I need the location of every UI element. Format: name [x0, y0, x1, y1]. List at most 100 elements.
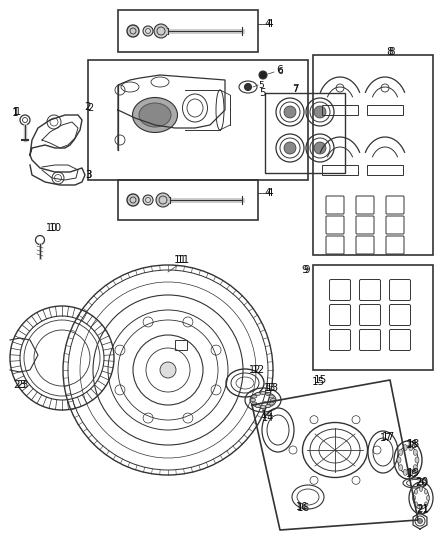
Text: 12: 12 — [249, 365, 261, 375]
Ellipse shape — [415, 457, 419, 463]
Circle shape — [284, 142, 296, 154]
Circle shape — [244, 84, 251, 91]
Text: 17: 17 — [380, 433, 392, 443]
Text: 7: 7 — [292, 85, 298, 94]
Text: 15: 15 — [313, 375, 327, 385]
Bar — [367, 105, 403, 115]
Text: 1: 1 — [13, 107, 19, 117]
Text: 3: 3 — [85, 170, 91, 180]
Ellipse shape — [409, 470, 413, 475]
Text: 4: 4 — [265, 19, 271, 29]
Circle shape — [127, 194, 139, 206]
Ellipse shape — [255, 392, 261, 395]
Bar — [313, 265, 433, 370]
Circle shape — [143, 195, 153, 205]
Circle shape — [259, 71, 267, 79]
Circle shape — [314, 106, 326, 118]
Text: 11: 11 — [173, 255, 187, 265]
Ellipse shape — [139, 103, 171, 127]
Ellipse shape — [261, 392, 265, 394]
Text: 14: 14 — [262, 413, 274, 423]
Text: 7: 7 — [292, 84, 298, 94]
Text: 21: 21 — [417, 504, 430, 514]
Text: 20: 20 — [415, 478, 427, 488]
Bar — [322, 105, 358, 115]
Text: 1: 1 — [15, 107, 21, 117]
Text: 10: 10 — [46, 223, 58, 233]
Text: 19: 19 — [406, 468, 420, 478]
Circle shape — [417, 519, 423, 523]
Text: 2: 2 — [87, 103, 93, 113]
Text: 17: 17 — [381, 432, 395, 442]
Text: 18: 18 — [406, 439, 420, 449]
Ellipse shape — [413, 465, 417, 471]
Ellipse shape — [265, 392, 271, 395]
Ellipse shape — [427, 496, 430, 500]
Text: 10: 10 — [49, 223, 62, 233]
Text: 12: 12 — [251, 365, 265, 375]
Ellipse shape — [420, 487, 423, 491]
Ellipse shape — [255, 405, 261, 408]
Text: 8: 8 — [389, 47, 396, 57]
Ellipse shape — [261, 406, 265, 408]
Ellipse shape — [399, 449, 403, 455]
Text: 23: 23 — [16, 380, 28, 390]
Ellipse shape — [414, 489, 417, 494]
Ellipse shape — [413, 449, 417, 455]
Ellipse shape — [252, 402, 257, 405]
Text: 4: 4 — [267, 188, 273, 198]
Ellipse shape — [424, 502, 427, 507]
Ellipse shape — [269, 395, 274, 398]
Text: 4: 4 — [267, 19, 273, 29]
Bar — [313, 55, 433, 255]
Bar — [118, 10, 258, 52]
Circle shape — [284, 106, 296, 118]
Text: 9: 9 — [301, 265, 308, 275]
Text: 16: 16 — [297, 503, 310, 513]
Text: 5: 5 — [259, 88, 265, 98]
Circle shape — [160, 362, 176, 378]
Text: 6: 6 — [277, 65, 283, 75]
Text: 4: 4 — [265, 188, 271, 198]
Text: 11: 11 — [177, 255, 190, 265]
Text: 3: 3 — [85, 170, 91, 180]
Circle shape — [156, 193, 170, 207]
Ellipse shape — [269, 402, 274, 405]
Ellipse shape — [403, 445, 407, 450]
Ellipse shape — [251, 399, 255, 401]
Text: 23: 23 — [14, 380, 27, 390]
Text: 9: 9 — [304, 265, 310, 275]
Ellipse shape — [409, 445, 413, 450]
Text: 16: 16 — [296, 502, 308, 512]
Text: 2: 2 — [85, 102, 91, 112]
Circle shape — [314, 142, 326, 154]
Ellipse shape — [414, 502, 417, 507]
Ellipse shape — [265, 405, 271, 408]
Circle shape — [143, 26, 153, 36]
Ellipse shape — [399, 465, 403, 471]
Bar — [118, 180, 258, 220]
Ellipse shape — [397, 457, 401, 463]
Bar — [265, 93, 345, 173]
Text: 15: 15 — [311, 377, 325, 387]
Bar — [88, 60, 308, 180]
Text: 18: 18 — [406, 440, 418, 450]
Text: 6: 6 — [277, 67, 283, 76]
Ellipse shape — [133, 98, 177, 133]
Circle shape — [154, 24, 168, 38]
Ellipse shape — [403, 470, 407, 475]
Text: 5: 5 — [258, 80, 264, 90]
Text: 13: 13 — [264, 383, 276, 393]
Text: 19: 19 — [406, 469, 418, 479]
Ellipse shape — [413, 496, 416, 500]
Ellipse shape — [424, 489, 427, 494]
Bar — [367, 165, 403, 175]
Ellipse shape — [420, 505, 423, 510]
Text: 21: 21 — [416, 505, 428, 515]
Ellipse shape — [252, 395, 257, 398]
Circle shape — [127, 25, 139, 37]
Text: 20: 20 — [415, 477, 428, 487]
Text: 14: 14 — [260, 410, 274, 420]
Text: 1: 1 — [12, 108, 18, 118]
Text: 13: 13 — [265, 383, 279, 393]
